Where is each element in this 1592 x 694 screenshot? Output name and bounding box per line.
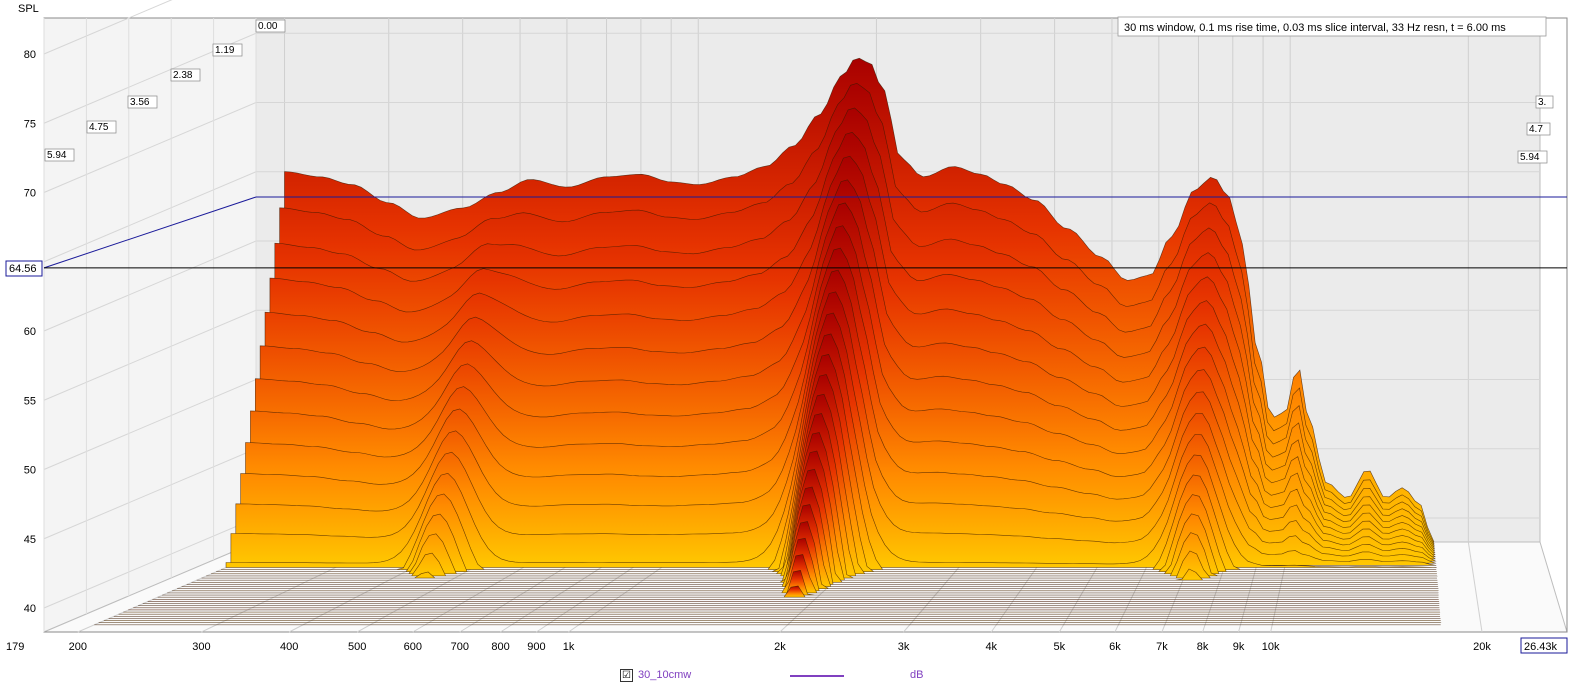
y-tick-label: 80 (24, 49, 36, 61)
left-wall-gridline (43, 102, 257, 193)
left-wall-gridline (43, 448, 257, 540)
x-tick-label: 900 (527, 641, 545, 653)
y-tick-label: 70 (24, 188, 36, 200)
y-tick-label: 50 (24, 465, 36, 477)
decay-slices (94, 57, 1442, 626)
left-wall-gridline (43, 240, 257, 332)
time-label-left: 5.94 (47, 150, 67, 161)
time-label-box (44, 148, 75, 162)
x-tick-label: 9k (1233, 641, 1245, 653)
time-label-box (212, 43, 243, 57)
time-label-box (255, 19, 286, 33)
cursor-diagonal (43, 196, 257, 269)
x-tick-label: 20k (1473, 641, 1491, 653)
time-label-left: 2.38 (173, 70, 193, 81)
time-label-right: 5.94 (1520, 152, 1540, 163)
left-wall-gridline (43, 171, 257, 263)
time-label-box (1535, 95, 1554, 109)
floor-gridline (1467, 541, 1483, 633)
left-wall-gridline (43, 309, 257, 401)
time-label-box (86, 120, 117, 134)
x-tick-label: 10k (1262, 641, 1280, 653)
y-tick-label: 40 (24, 603, 36, 615)
axes: 80 75 70 60 55 50 45 40 200 300 400 500 600 700 800 900… (24, 19, 1554, 653)
info-box: 30 ms window, 0.1 ms rise time, 0.03 ms … (1117, 16, 1547, 37)
y-axis-label: SPL (18, 3, 39, 15)
time-label-left: 1.19 (215, 45, 235, 56)
decay-slice (157, 585, 1439, 598)
y-tick-label: 60 (24, 326, 36, 338)
time-label-right: 4.7 (1529, 124, 1543, 135)
x-tick-label: 500 (348, 641, 366, 653)
x-tick-label: 800 (491, 641, 509, 653)
x-tick-label: 6k (1109, 641, 1121, 653)
time-label-right: 3. (1538, 97, 1546, 108)
x-min-label: 179 (6, 641, 24, 653)
left-wall-gridline (43, 517, 257, 609)
x-tick-label: 8k (1197, 641, 1209, 653)
time-label-box (1517, 150, 1548, 164)
left-wall-gridline (43, 0, 173, 55)
time-label-box (127, 95, 158, 109)
x-tick-label: 400 (280, 641, 298, 653)
time-label-box (1526, 122, 1551, 136)
cursor-value: 64.56 (9, 263, 37, 275)
y-tick-label: 75 (24, 118, 36, 130)
x-tick-label: 600 (404, 641, 422, 653)
y-tick-label: 55 (24, 395, 36, 407)
x-tick-label: 1k (563, 641, 575, 653)
time-label-box (170, 68, 201, 82)
left-wall-gridline (43, 379, 257, 470)
overlay (43, 196, 1567, 269)
cursor-value-box[interactable]: 64.56 (5, 260, 43, 277)
legend-unit: dB (910, 669, 924, 681)
decay-slice (161, 570, 1439, 596)
time-label-left: 3.56 (130, 97, 150, 108)
legend-swatch (790, 675, 844, 677)
x-tick-label: 4k (985, 641, 997, 653)
x-tick-label: 2k (774, 641, 786, 653)
series-visibility-checkbox[interactable]: ☑ (620, 669, 633, 682)
x-tick-label: 3k (898, 641, 910, 653)
time-label-left: 0.00 (258, 21, 278, 32)
time-label-left: 4.75 (89, 122, 109, 133)
x-min-box[interactable]: 179 (6, 641, 24, 653)
info-text: 30 ms window, 0.1 ms rise time, 0.03 ms … (1124, 22, 1506, 34)
x-max-box[interactable]: 26.43k (1520, 637, 1568, 654)
x-tick-label: 200 (69, 641, 87, 653)
x-tick-label: 7k (1156, 641, 1168, 653)
decay-slice (167, 554, 1439, 594)
legend-series-name[interactable]: 30_10cmw (638, 669, 692, 681)
y-tick-label: 45 (24, 534, 36, 546)
x-tick-label: 300 (192, 641, 210, 653)
x-tick-label: 700 (451, 641, 469, 653)
legend: ☑ 30_10cmw dB (620, 666, 980, 686)
x-max-label: 26.43k (1524, 641, 1558, 653)
x-tick-label: 5k (1053, 641, 1065, 653)
